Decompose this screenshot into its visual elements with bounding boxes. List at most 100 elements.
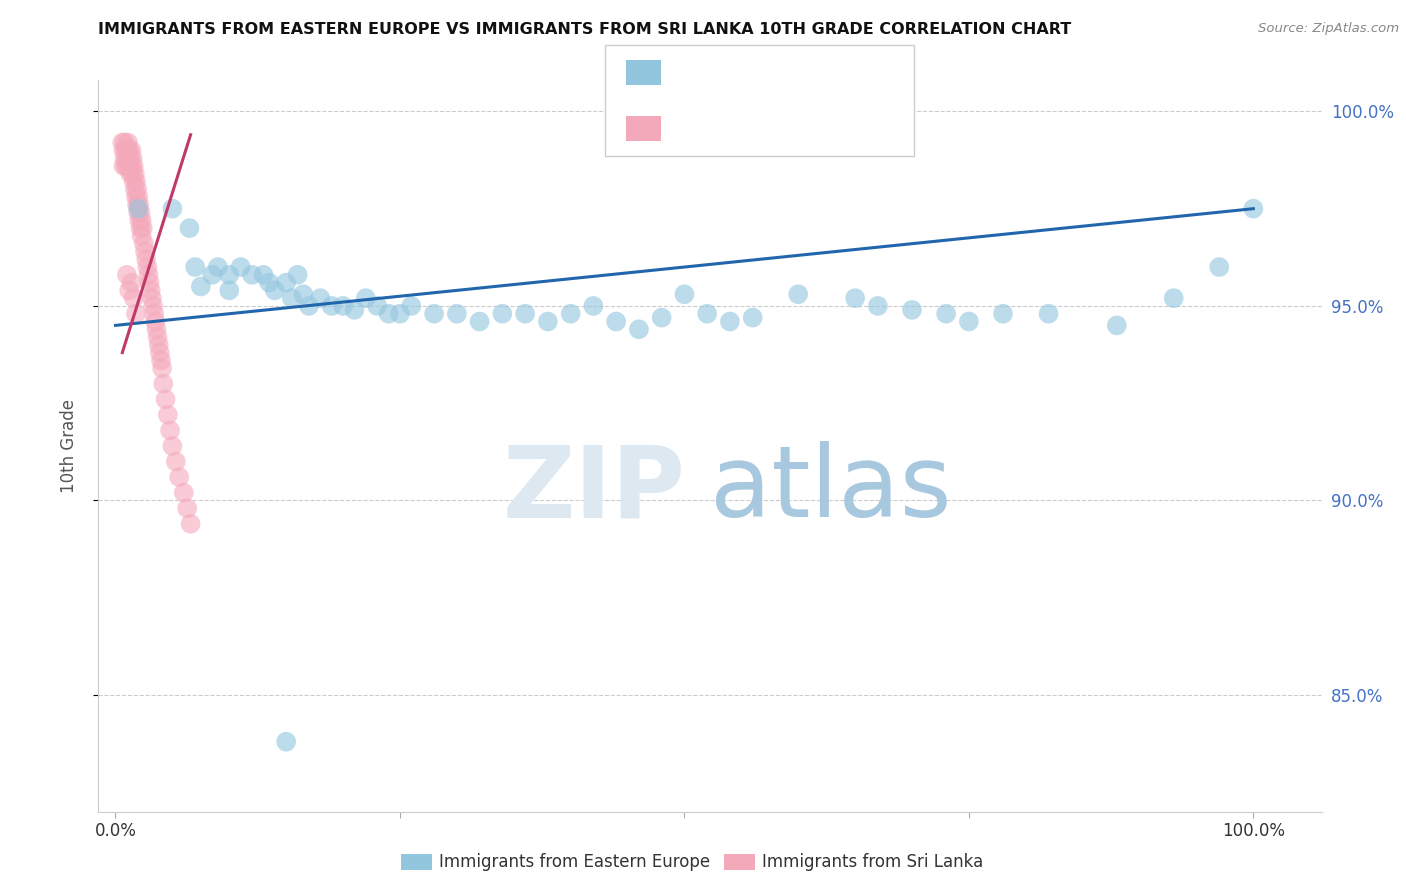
Text: IMMIGRANTS FROM EASTERN EUROPE VS IMMIGRANTS FROM SRI LANKA 10TH GRADE CORRELATI: IMMIGRANTS FROM EASTERN EUROPE VS IMMIGR… — [98, 22, 1071, 37]
Point — [159, 424, 181, 438]
Point — [122, 159, 145, 173]
Point — [114, 144, 136, 158]
Point — [120, 159, 142, 173]
Point — [257, 276, 280, 290]
Point — [117, 136, 139, 150]
Point — [162, 202, 184, 216]
Point — [343, 302, 366, 317]
Point — [165, 454, 187, 468]
Point — [651, 310, 673, 325]
Point — [866, 299, 889, 313]
Point — [136, 260, 159, 274]
Y-axis label: 10th Grade: 10th Grade — [59, 399, 77, 493]
Point — [120, 167, 142, 181]
Point — [149, 345, 172, 359]
Point — [142, 299, 165, 313]
Point — [605, 314, 627, 328]
Point — [446, 307, 468, 321]
Point — [132, 236, 155, 251]
Point — [114, 136, 136, 150]
Point — [287, 268, 309, 282]
Point — [120, 151, 142, 165]
Point — [131, 213, 153, 227]
Point — [423, 307, 446, 321]
Point — [240, 268, 263, 282]
Point — [292, 287, 315, 301]
Point — [218, 268, 240, 282]
Point — [276, 276, 298, 290]
Point — [218, 284, 240, 298]
Point — [118, 284, 141, 298]
Point — [129, 205, 152, 219]
Point — [201, 268, 224, 282]
Point — [146, 330, 169, 344]
Point — [129, 221, 152, 235]
Point — [131, 228, 153, 243]
Point — [128, 198, 150, 212]
Point — [627, 322, 650, 336]
Point — [112, 159, 135, 173]
Point — [127, 190, 149, 204]
Point — [122, 174, 145, 188]
Point — [935, 307, 957, 321]
Point — [513, 307, 536, 321]
Point — [143, 307, 166, 321]
Point — [173, 485, 195, 500]
Point — [114, 159, 136, 173]
Point — [298, 299, 321, 313]
Point — [1038, 307, 1060, 321]
Point — [180, 516, 202, 531]
Point — [276, 734, 298, 748]
Point — [125, 190, 148, 204]
Point — [401, 299, 423, 313]
Point — [281, 291, 304, 305]
Point — [127, 205, 149, 219]
Point — [321, 299, 343, 313]
Point — [901, 302, 924, 317]
Text: R = 0.270    N = 68: R = 0.270 N = 68 — [675, 119, 866, 138]
Point — [229, 260, 252, 274]
Point — [117, 151, 139, 165]
Point — [957, 314, 980, 328]
Point — [991, 307, 1014, 321]
Point — [309, 291, 332, 305]
Point — [162, 439, 184, 453]
Point — [118, 144, 141, 158]
Point — [132, 221, 155, 235]
Point — [128, 213, 150, 227]
Point — [1105, 318, 1128, 333]
Point — [138, 276, 160, 290]
Point — [122, 291, 145, 305]
Text: ZIP: ZIP — [503, 442, 686, 539]
Point — [156, 408, 179, 422]
Point — [263, 284, 285, 298]
Point — [127, 198, 149, 212]
Point — [115, 159, 138, 173]
Point — [112, 144, 135, 158]
Point — [207, 260, 229, 274]
Point — [125, 174, 148, 188]
Point — [124, 182, 146, 196]
Point — [844, 291, 866, 305]
Point — [184, 260, 207, 274]
Point — [582, 299, 605, 313]
Point — [673, 287, 696, 301]
Point — [127, 202, 149, 216]
Point — [155, 392, 177, 407]
Point — [252, 268, 274, 282]
Point — [121, 151, 143, 165]
Point — [741, 310, 763, 325]
Point — [1241, 202, 1264, 216]
Point — [138, 268, 160, 282]
Point — [141, 291, 163, 305]
Point — [120, 144, 142, 158]
Point — [152, 376, 174, 391]
Point — [354, 291, 377, 305]
Text: atlas: atlas — [710, 442, 952, 539]
Point — [145, 322, 167, 336]
Point — [115, 144, 138, 158]
Point — [115, 268, 138, 282]
Point — [139, 284, 162, 298]
Point — [787, 287, 810, 301]
Point — [179, 221, 201, 235]
